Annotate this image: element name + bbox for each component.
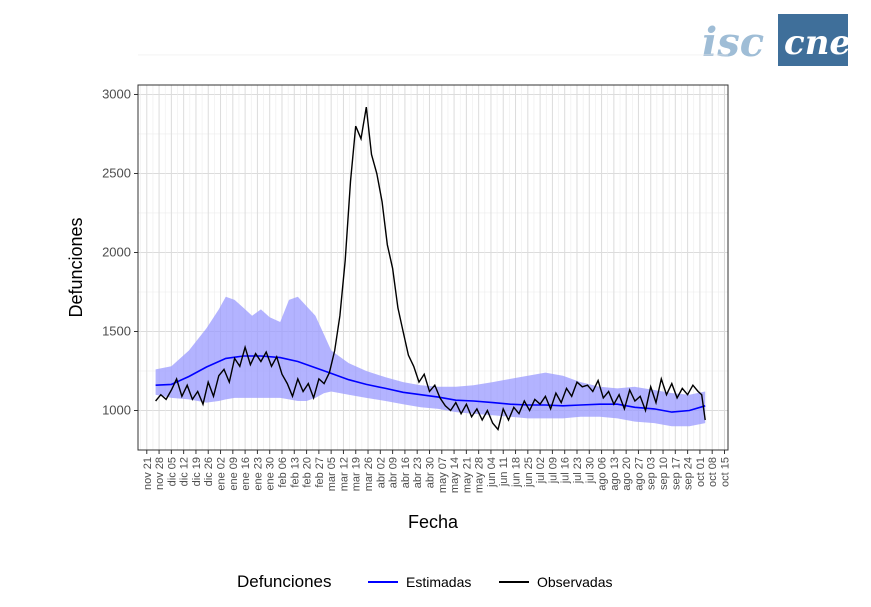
x-tick-label: jun 04 — [486, 457, 498, 488]
y-axis: 1000 1500 2000 2500 3000 — [102, 86, 138, 417]
x-tick-label: may 14 — [449, 457, 461, 493]
x-axis: nov 21 nov 28 dic 05 dic 12 dic 19 dic 26 ene … — [142, 450, 732, 493]
x-tick-label: mar 05 — [326, 457, 338, 491]
x-tick-label: ene 16 — [240, 457, 252, 491]
x-tick-label: ago 27 — [633, 457, 645, 491]
observadas-line — [155, 106, 706, 432]
x-tick-label: dic 12 — [179, 457, 191, 486]
logo-isc-text: isc — [702, 19, 764, 66]
x-tick-label: abr 30 — [425, 457, 437, 488]
x-tick-label: sep 24 — [683, 457, 695, 490]
x-tick-label: ago 13 — [609, 457, 621, 491]
x-tick-label: mar 12 — [338, 457, 350, 491]
x-tick-label: jul 09 — [547, 457, 559, 484]
legend: Defunciones Estimadas Observadas — [237, 572, 612, 591]
y-tick-label: 3000 — [102, 86, 131, 101]
x-tick-label: ago 06 — [597, 457, 609, 491]
x-tick-label: feb 20 — [302, 457, 314, 488]
x-tick-label: oct 15 — [720, 457, 732, 487]
x-tick-label: dic 19 — [191, 457, 203, 486]
x-tick-label: jun 11 — [498, 457, 510, 487]
x-tick-label: sep 03 — [646, 457, 658, 490]
logo-cne-text: cne — [784, 23, 850, 63]
legend-title: Defunciones — [237, 572, 332, 591]
plot-border — [137, 84, 729, 451]
x-tick-label: abr 02 — [375, 457, 387, 488]
x-tick-label: ene 23 — [252, 457, 264, 491]
x-tick-label: may 07 — [437, 457, 449, 493]
x-tick-label: feb 13 — [289, 457, 301, 488]
x-tick-label: dic 05 — [166, 457, 178, 486]
x-tick-label: sep 10 — [658, 457, 670, 490]
y-tick-label: 2000 — [102, 244, 131, 259]
logo-cne-box — [778, 14, 848, 66]
x-tick-label: jul 02 — [535, 457, 547, 484]
x-tick-label: abr 23 — [412, 457, 424, 488]
legend-label-estimadas: Estimadas — [406, 574, 471, 590]
x-tick-label: jun 18 — [511, 457, 523, 488]
legend-label-observadas: Observadas — [537, 574, 612, 590]
x-tick-label: nov 28 — [154, 457, 166, 490]
x-tick-label: oct 01 — [695, 457, 707, 487]
logo-graphic: isc cne — [702, 14, 851, 66]
x-tick-label: ene 30 — [265, 457, 277, 491]
x-tick-label: abr 16 — [400, 457, 412, 488]
x-tick-label: feb 06 — [277, 457, 289, 488]
x-tick-label: ago 20 — [621, 457, 633, 491]
y-tick-label: 1000 — [102, 402, 131, 417]
y-tick-label: 2500 — [102, 165, 131, 180]
x-tick-label: abr 09 — [388, 457, 400, 488]
x-axis-title: Fecha — [408, 512, 459, 532]
x-tick-label: mar 19 — [351, 457, 363, 491]
x-tick-label: ene 02 — [216, 457, 228, 491]
x-tick-label: dic 26 — [203, 457, 215, 486]
x-tick-label: ene 09 — [228, 457, 240, 491]
x-tick-label: jul 23 — [572, 457, 584, 484]
x-tick-label: may 28 — [474, 457, 486, 493]
x-tick-label: mar 26 — [363, 457, 375, 491]
x-tick-label: sep 17 — [670, 457, 682, 490]
x-tick-label: feb 27 — [314, 457, 326, 488]
x-tick-label: may 21 — [461, 457, 473, 493]
x-tick-label: jul 16 — [560, 457, 572, 484]
x-tick-label: nov 21 — [142, 457, 154, 490]
x-tick-label: jun 25 — [523, 457, 535, 488]
logo: isc cne — [700, 14, 851, 66]
y-tick-label: 1500 — [102, 323, 131, 338]
x-tick-label: jul 30 — [584, 457, 596, 484]
x-tick-label: oct 08 — [707, 457, 719, 487]
y-axis-title: Defunciones — [66, 217, 86, 317]
